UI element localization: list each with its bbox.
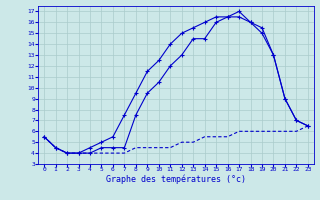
X-axis label: Graphe des températures (°c): Graphe des températures (°c) bbox=[106, 175, 246, 184]
